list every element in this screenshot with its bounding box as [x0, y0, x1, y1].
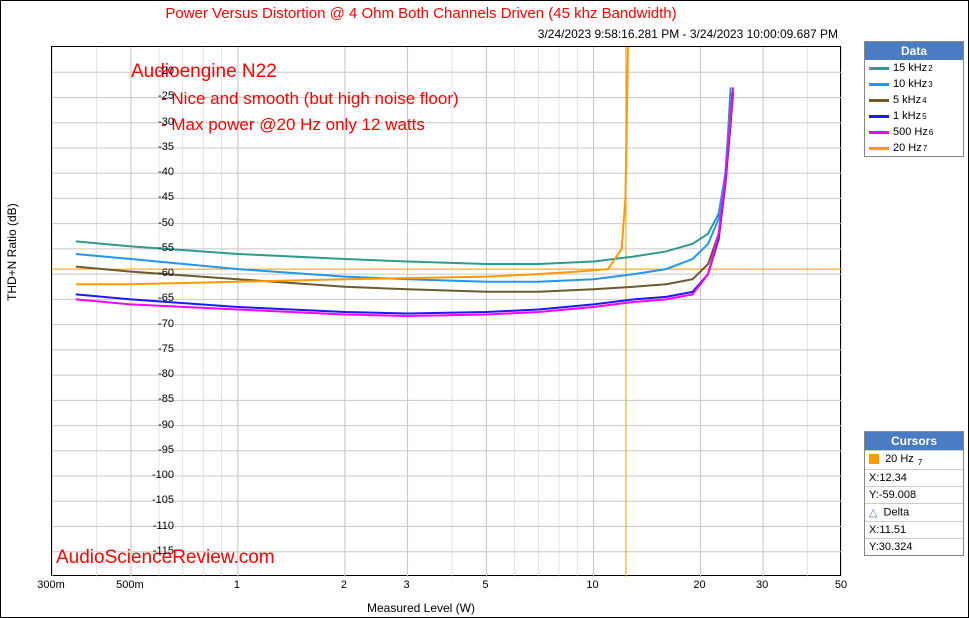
x-tick: 300m — [37, 579, 65, 591]
y-tick: -115 — [134, 545, 174, 557]
legend-item[interactable]: 1 kHz5 — [865, 108, 963, 124]
legend-sub: 4 — [922, 96, 926, 105]
legend-body: 15 kHz210 kHz35 kHz41 kHz5500 Hz620 Hz7 — [865, 60, 963, 156]
legend-swatch — [869, 67, 889, 70]
y-tick: -70 — [134, 318, 174, 330]
cursor-active: 20 Hz 7 — [865, 450, 963, 469]
cursor-active-label: 20 Hz — [885, 453, 914, 465]
delta-label: Delta — [884, 507, 910, 519]
legend-label: 5 kHz — [893, 94, 921, 106]
chart-title: Power Versus Distortion @ 4 Ohm Both Cha… — [1, 5, 841, 22]
x-tick: 3 — [403, 579, 409, 591]
delta-icon: △ — [869, 506, 877, 519]
x-tick: 2 — [341, 579, 347, 591]
y-tick: -75 — [134, 343, 174, 355]
y-tick: -45 — [134, 191, 174, 203]
legend-panel: Data 15 kHz210 kHz35 kHz41 kHz5500 Hz620… — [864, 41, 964, 157]
cursor-dy: Y:30.324 — [865, 538, 963, 555]
y-tick: -25 — [134, 90, 174, 102]
x-tick: 5 — [482, 579, 488, 591]
x-tick: 30 — [756, 579, 768, 591]
legend-item[interactable]: 500 Hz6 — [865, 124, 963, 140]
y-tick: -110 — [134, 520, 174, 532]
annotation-line-1: - Nice and smooth (but high noise floor) — [161, 89, 459, 109]
y-tick: -60 — [134, 267, 174, 279]
x-tick: 500m — [116, 579, 144, 591]
legend-item[interactable]: 5 kHz4 — [865, 92, 963, 108]
legend-swatch — [869, 131, 889, 134]
cursors-panel: Cursors 20 Hz 7 X:12.34 Y:-59.008 △ Delt… — [864, 431, 964, 556]
cursors-header: Cursors — [865, 432, 963, 450]
y-tick: -55 — [134, 242, 174, 254]
legend-item[interactable]: 10 kHz3 — [865, 76, 963, 92]
cursor-delta: △ Delta — [865, 503, 963, 521]
y-tick: -105 — [134, 494, 174, 506]
y-tick: -30 — [134, 116, 174, 128]
cursor-y: Y:-59.008 — [865, 486, 963, 503]
y-tick: -80 — [134, 368, 174, 380]
legend-label: 10 kHz — [893, 78, 927, 90]
cursor-active-sub: 7 — [918, 458, 922, 467]
legend-label: 500 Hz — [893, 126, 928, 138]
y-tick: -95 — [134, 444, 174, 456]
legend-swatch — [869, 115, 889, 118]
legend-swatch — [869, 99, 889, 102]
legend-swatch — [869, 147, 889, 150]
legend-item[interactable]: 20 Hz7 — [865, 140, 963, 156]
legend-item[interactable]: 15 kHz2 — [865, 60, 963, 76]
legend-sub: 6 — [929, 128, 933, 137]
y-axis-label: THD+N Ratio (dB) — [5, 203, 19, 301]
y-tick: -100 — [134, 469, 174, 481]
x-tick: 10 — [586, 579, 598, 591]
cursor-swatch — [869, 454, 879, 464]
legend-header: Data — [865, 42, 963, 60]
cursor-dx: X:11.51 — [865, 521, 963, 538]
legend-sub: 2 — [928, 64, 932, 73]
legend-label: 15 kHz — [893, 62, 927, 74]
y-tick: -20 — [134, 65, 174, 77]
annotation-line-2: - Max power @20 Hz only 12 watts — [161, 115, 425, 135]
chart-container: Power Versus Distortion @ 4 Ohm Both Cha… — [0, 0, 969, 618]
y-tick: -65 — [134, 292, 174, 304]
legend-swatch — [869, 83, 889, 86]
legend-sub: 3 — [928, 80, 932, 89]
y-tick: -90 — [134, 419, 174, 431]
x-axis-label: Measured Level (W) — [1, 601, 841, 615]
legend-label: 20 Hz — [893, 142, 922, 154]
legend-label: 1 kHz — [893, 110, 921, 122]
y-tick: -50 — [134, 217, 174, 229]
y-tick: -40 — [134, 166, 174, 178]
y-tick: -85 — [134, 393, 174, 405]
x-tick: 1 — [234, 579, 240, 591]
cursor-x: X:12.34 — [865, 469, 963, 486]
timestamp: 3/24/2023 9:58:16.281 PM - 3/24/2023 10:… — [538, 27, 838, 41]
legend-sub: 7 — [923, 144, 927, 153]
y-tick: -35 — [134, 141, 174, 153]
x-tick: 50 — [835, 579, 847, 591]
x-tick: 20 — [693, 579, 705, 591]
legend-sub: 5 — [922, 112, 926, 121]
